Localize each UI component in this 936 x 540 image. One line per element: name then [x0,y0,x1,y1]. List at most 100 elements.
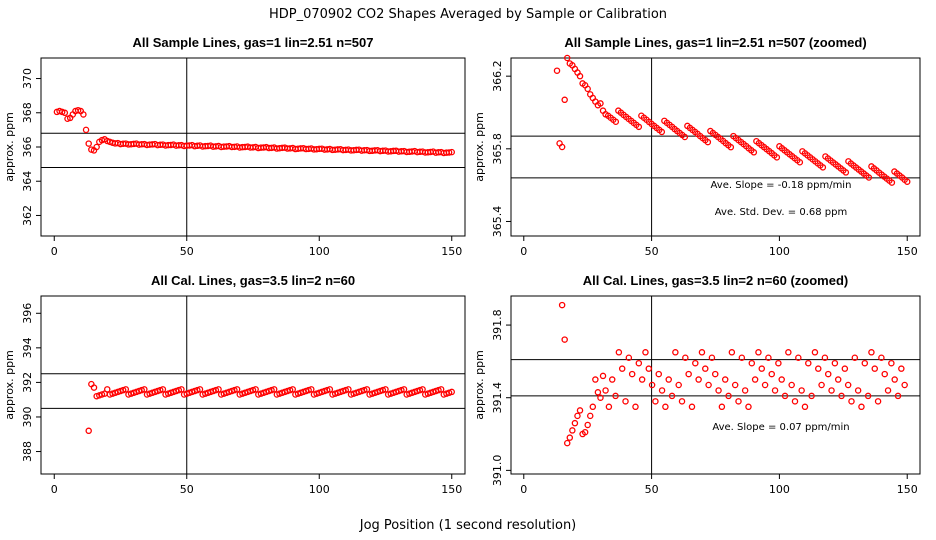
data-point [785,349,792,356]
data-point [80,111,87,118]
data-point [903,178,911,185]
data-point [681,133,689,141]
data-point [563,54,571,62]
data-point [728,349,736,356]
y-tick-label: 365.8 [491,133,504,165]
data-point [599,372,607,380]
data-point [781,392,789,400]
data-point [842,169,850,176]
data-point [82,126,90,134]
data-point [878,354,885,362]
data-point [795,354,802,362]
data-point [745,403,752,411]
data-point [718,403,726,411]
data-point [635,123,643,131]
data-point [419,386,426,393]
data-point [705,381,712,389]
data-point [824,370,832,378]
data-point [801,403,809,411]
data-point [662,403,669,411]
data-point [668,392,676,400]
data-point [652,398,659,405]
y-axis-label: approx. ppm [3,350,16,420]
data-point [765,354,772,362]
data-point [618,365,626,372]
data-point [796,159,804,166]
data-point [608,376,616,383]
plot-frame [40,295,466,475]
data-point [326,386,334,393]
data-point [725,392,732,400]
chart-panel-4: All Cal. Lines, gas=3.5 lin=2 n=60 (zoom… [473,273,921,496]
data-point [819,164,827,171]
y-tick-label: 390 [21,406,34,427]
data-point [215,386,222,393]
data-point [61,109,69,117]
data-point [861,359,869,367]
data-point [159,386,167,393]
data-point [755,349,762,356]
y-tick-label: 366 [21,137,34,158]
data-point [771,387,779,394]
data-point [584,85,591,93]
data-point [448,388,455,396]
y-tick-label: 365.4 [491,206,504,238]
data-point [678,398,686,405]
x-tick-label: 0 [520,245,527,258]
data-point [798,387,805,394]
data-point [448,148,455,156]
data-point [865,174,873,181]
data-point [645,365,653,372]
data-point [566,434,574,441]
data-point [672,349,679,356]
y-tick-label: 391.8 [491,309,504,341]
data-point [778,376,785,383]
data-point [851,354,859,362]
chart-panel-1: All Sample Lines, gas=1 lin=2.51 n=507 0 5… [3,35,466,258]
data-point [811,349,819,356]
data-point [894,392,902,400]
data-point [558,143,566,151]
data-point [615,349,623,356]
data-point [715,387,722,394]
panel-title: All Cal. Lines, gas=3.5 lin=2 n=60 (zoom… [583,273,849,288]
y-axis-label: approx. ppm [3,112,16,182]
x-tick-label: 50 [180,245,194,258]
data-point [586,412,594,420]
data-point [818,381,825,389]
data-point [561,336,568,343]
data-point [874,398,882,405]
data-point [738,354,746,362]
data-point [576,407,584,414]
data-point [569,427,576,434]
data-point [758,365,766,372]
data-point [628,370,636,378]
data-point [635,359,643,367]
data-point [721,376,729,383]
x-tick-label: 150 [441,245,462,258]
data-point [891,376,898,383]
annotation-text: Ave. Slope = -0.18 ppm/min [711,180,852,191]
y-tick-label: 394 [21,337,34,358]
panel-title: All Sample Lines, gas=1 lin=2.51 n=507 [133,35,374,50]
data-point [437,386,445,393]
data-point [727,143,735,151]
data-point [289,386,296,393]
data-point [773,154,781,161]
chart-panel-2: All Sample Lines, gas=1 lin=2.51 n=507 (… [473,35,921,258]
data-point [808,392,815,400]
y-tick-label: 391.0 [491,455,504,487]
data-point [445,149,453,156]
y-axis-label: approx. ppm [473,112,486,182]
chart-panel-3: All Cal. Lines, gas=3.5 lin=2 n=60 0 50 100… [3,273,466,496]
data-point [888,179,896,186]
data-point [363,386,371,393]
y-axis-label: approx. ppm [473,350,486,420]
data-point [828,387,835,394]
data-point [682,354,689,362]
x-tick-label: 50 [645,245,659,258]
y-tick-label: 366.2 [491,60,504,92]
data-point [252,386,259,393]
data-point [698,349,706,356]
x-tick-label: 0 [51,245,58,258]
